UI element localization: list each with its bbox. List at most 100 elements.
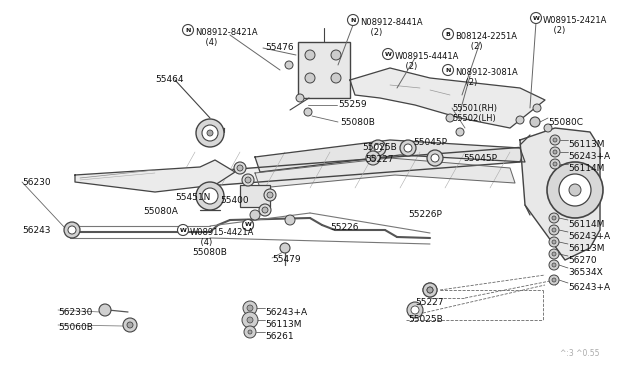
Circle shape <box>549 275 559 285</box>
Circle shape <box>533 104 541 112</box>
Circle shape <box>549 213 559 223</box>
Text: 55226P: 55226P <box>408 210 442 219</box>
Text: 55045P: 55045P <box>413 138 447 147</box>
Text: N: N <box>186 28 191 32</box>
Circle shape <box>182 25 193 35</box>
Polygon shape <box>520 128 600 260</box>
Text: W: W <box>244 222 252 228</box>
Text: 36534X: 36534X <box>568 268 603 277</box>
Circle shape <box>370 155 376 161</box>
Text: 55080A: 55080A <box>143 207 178 216</box>
Text: 56270: 56270 <box>568 256 596 265</box>
Circle shape <box>427 150 443 166</box>
Text: W: W <box>385 51 392 57</box>
Text: ^:3 ^0.55: ^:3 ^0.55 <box>561 349 600 358</box>
Circle shape <box>202 125 218 141</box>
Text: N: N <box>350 17 356 22</box>
Circle shape <box>280 243 290 253</box>
Circle shape <box>550 147 560 157</box>
Circle shape <box>404 144 412 152</box>
Circle shape <box>242 312 258 328</box>
Circle shape <box>348 15 358 26</box>
Polygon shape <box>350 68 545 128</box>
Text: 56243: 56243 <box>22 226 51 235</box>
Text: B08124-2251A
      (2): B08124-2251A (2) <box>455 32 517 51</box>
Circle shape <box>331 50 341 60</box>
Circle shape <box>259 204 271 216</box>
Circle shape <box>552 228 556 232</box>
Circle shape <box>549 249 559 259</box>
Polygon shape <box>255 140 525 172</box>
Circle shape <box>456 128 464 136</box>
Text: 55060B: 55060B <box>58 323 93 332</box>
FancyBboxPatch shape <box>298 42 350 98</box>
Circle shape <box>331 73 341 83</box>
Text: 55464: 55464 <box>155 75 184 84</box>
Text: 55227: 55227 <box>365 155 394 164</box>
Text: 55045P: 55045P <box>463 154 497 163</box>
Circle shape <box>559 174 591 206</box>
Circle shape <box>552 263 556 267</box>
Circle shape <box>237 165 243 171</box>
Circle shape <box>552 216 556 220</box>
Circle shape <box>553 162 557 166</box>
Circle shape <box>553 138 557 142</box>
Text: 56114M: 56114M <box>568 164 604 173</box>
Circle shape <box>374 144 382 152</box>
Text: 562330: 562330 <box>58 308 92 317</box>
Text: N08912-8421A
    (4): N08912-8421A (4) <box>195 28 258 47</box>
Circle shape <box>550 159 560 169</box>
Text: 56113M: 56113M <box>568 244 605 253</box>
Circle shape <box>262 207 268 213</box>
Circle shape <box>407 302 423 318</box>
Circle shape <box>177 224 189 235</box>
Circle shape <box>569 184 581 196</box>
Circle shape <box>544 124 552 132</box>
Circle shape <box>243 219 253 231</box>
Circle shape <box>244 326 256 338</box>
Circle shape <box>549 225 559 235</box>
Text: 56261: 56261 <box>265 332 294 341</box>
Circle shape <box>423 283 437 297</box>
Text: 55025B: 55025B <box>408 315 443 324</box>
Circle shape <box>442 64 454 76</box>
Circle shape <box>400 140 416 156</box>
Polygon shape <box>255 158 515 188</box>
Circle shape <box>127 322 133 328</box>
Circle shape <box>202 188 218 204</box>
Text: 56243+A: 56243+A <box>568 283 610 292</box>
Text: 56230: 56230 <box>22 178 51 187</box>
Circle shape <box>248 330 252 334</box>
Circle shape <box>245 177 251 183</box>
Text: W08915-4441A
    (2): W08915-4441A (2) <box>395 52 460 71</box>
Polygon shape <box>155 147 525 190</box>
Circle shape <box>553 150 557 154</box>
Circle shape <box>530 117 540 127</box>
Circle shape <box>411 306 419 314</box>
Circle shape <box>242 174 254 186</box>
Text: N: N <box>445 67 451 73</box>
Polygon shape <box>75 160 235 192</box>
Circle shape <box>64 222 80 238</box>
Circle shape <box>99 304 111 316</box>
Circle shape <box>285 61 293 69</box>
Circle shape <box>243 219 253 231</box>
Circle shape <box>123 318 137 332</box>
Circle shape <box>552 278 556 282</box>
Text: N08912-8441A
    (2): N08912-8441A (2) <box>360 18 422 38</box>
Text: 55227: 55227 <box>415 298 444 307</box>
Circle shape <box>552 240 556 244</box>
Text: 56114M: 56114M <box>568 220 604 229</box>
Circle shape <box>423 283 437 297</box>
Circle shape <box>207 130 213 136</box>
Circle shape <box>549 260 559 270</box>
Circle shape <box>68 226 76 234</box>
Text: N08912-3081A
    (2): N08912-3081A (2) <box>455 68 518 87</box>
Text: 55451N: 55451N <box>175 193 211 202</box>
Text: 55080B: 55080B <box>192 248 227 257</box>
Text: 55080B: 55080B <box>340 118 375 127</box>
Circle shape <box>431 154 439 162</box>
Circle shape <box>427 287 433 293</box>
Text: 55226: 55226 <box>330 223 358 232</box>
Text: 56113M: 56113M <box>265 320 301 329</box>
